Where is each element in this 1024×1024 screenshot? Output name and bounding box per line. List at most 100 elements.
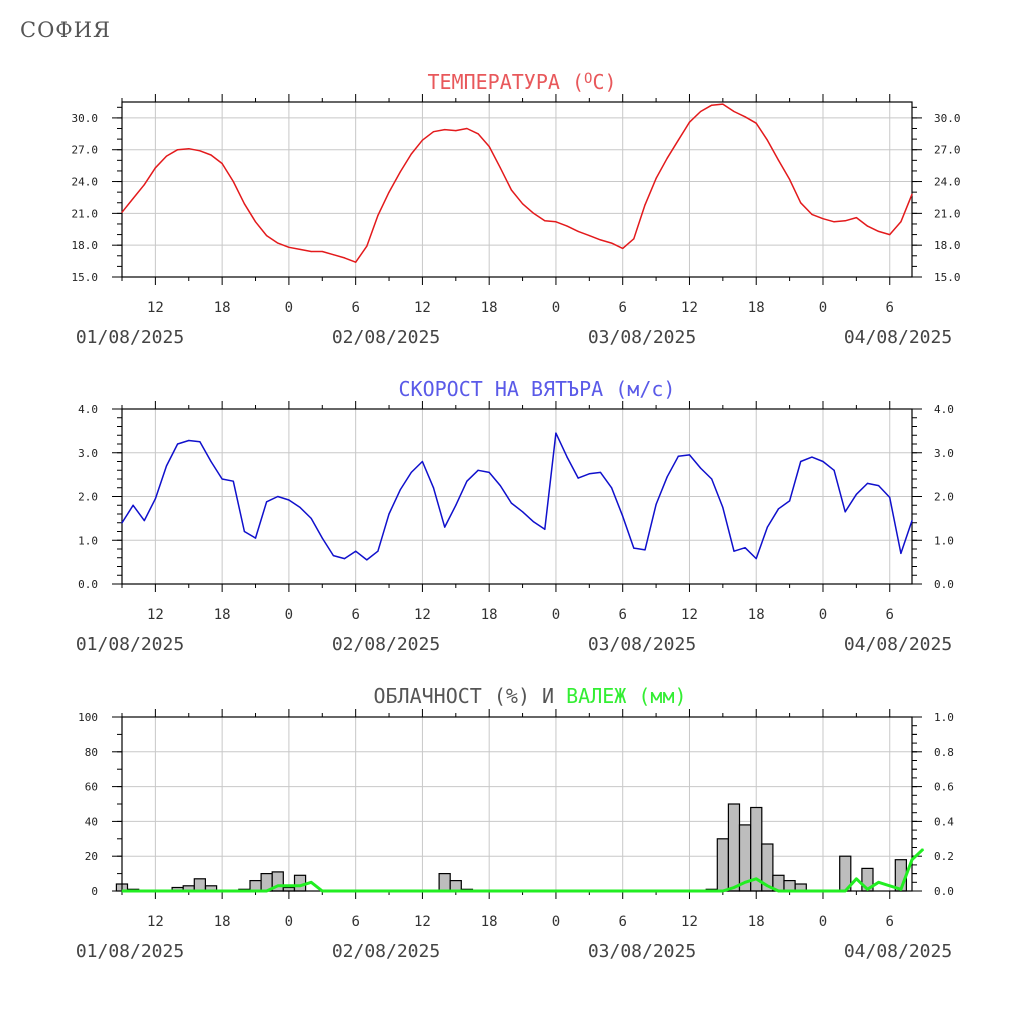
x-tick-label: 18 (748, 607, 765, 623)
precipitation-line-point (588, 890, 590, 892)
wind-speed-line-point (833, 469, 835, 471)
precipitation-line-point (388, 890, 390, 892)
temperature-line-point (488, 145, 490, 148)
y-tick-label-right: 27.0 (934, 144, 961, 157)
temperature-line-point (878, 230, 880, 232)
x-tick-label: 0 (552, 300, 560, 316)
temperature-line-point (577, 230, 579, 232)
temperature-line-point (444, 128, 446, 131)
wind-speed-line-point (521, 511, 524, 513)
wind-speed-line-point (444, 526, 446, 528)
temperature-line-point (243, 203, 245, 205)
y-tick-label-right: 0.2 (934, 850, 954, 863)
precipitation-line-point (432, 890, 435, 892)
wind-speed-line-point (188, 439, 190, 442)
precipitation-line-point (677, 890, 679, 892)
wind-speed-line-point (332, 554, 335, 557)
y-tick-label-left: 4.0 (78, 403, 98, 416)
x-tick-label: 18 (481, 607, 498, 623)
y-tick-label-right: 15.0 (934, 271, 961, 284)
precipitation-line-point (132, 890, 134, 892)
temperature-line-point (254, 221, 257, 223)
precipitation-line-point (444, 890, 446, 892)
precipitation-line-point (555, 890, 557, 892)
y-tick-label-left: 60 (85, 781, 98, 794)
temperature-line-point (432, 131, 435, 133)
precipitation-line-point (822, 890, 824, 892)
date-label: 01/08/2025 (76, 634, 184, 655)
wind-speed-line-point (655, 503, 657, 505)
temperature-line-point (366, 245, 368, 247)
wind-speed-line-point (878, 484, 880, 487)
y-tick-label-left: 18.0 (72, 239, 99, 252)
y-tick-label-right: 0.8 (934, 746, 954, 759)
wind-speed-line-point (677, 455, 679, 457)
x-tick-label: 0 (819, 607, 827, 623)
x-tick-label: 12 (681, 914, 698, 930)
temperature-line-point (755, 122, 757, 124)
wind-speed-line-point (477, 469, 479, 471)
date-label: 01/08/2025 (76, 941, 184, 962)
wind-speed-line-point (755, 558, 757, 560)
x-tick-label: 12 (681, 607, 698, 623)
temperature-line-point (855, 217, 857, 219)
cloudiness-bar (193, 878, 207, 892)
cloudiness-bar (783, 879, 796, 892)
y-tick-label-right: 24.0 (934, 176, 961, 189)
temperature-line-point (655, 177, 657, 179)
precipitation-line-point (421, 890, 424, 892)
wind-speed-line-point (277, 495, 279, 498)
precipitation-line-point (199, 890, 201, 892)
precipitation-line-point (711, 890, 713, 892)
temperature-line-point (388, 191, 390, 193)
temperature-line-point (633, 238, 635, 240)
wind-speed-line-point (143, 519, 145, 522)
temperature-line-point (844, 220, 846, 222)
cloudiness-bar (727, 803, 741, 892)
precipitation-line-point (811, 890, 813, 892)
plot-frame (121, 716, 913, 892)
precipitation-line-point (410, 890, 412, 892)
wind-speed-line-point (744, 547, 746, 549)
temperature-line-point (310, 250, 312, 253)
wind-speed-line-point (588, 473, 590, 475)
wind-speed-line-point (766, 526, 768, 528)
wind-speed-line-point (165, 465, 168, 467)
precipitation-line-point (121, 890, 123, 892)
wind-speed-line-point (499, 484, 501, 487)
precipitation-line-point (288, 885, 290, 887)
temperature-line-point (421, 139, 424, 141)
wind-speed-title: СКОРОСТ НА ВЯТЪРА (м/с) (399, 377, 676, 401)
precipitation-line-point (722, 890, 724, 892)
precipitation-line-point (800, 890, 802, 892)
temperature-line-point (588, 235, 590, 237)
precipitation-line-point (310, 881, 312, 883)
x-tick-label: 6 (618, 300, 626, 316)
wind-speed-line-point (466, 480, 468, 482)
wind-speed-line-point (633, 547, 635, 549)
wind-speed-line-point (800, 460, 802, 463)
x-tick-label: 0 (819, 300, 827, 316)
y-tick-label-right: 4.0 (934, 403, 954, 416)
wind-speed-line-point (510, 502, 513, 504)
x-tick-label: 12 (414, 914, 431, 930)
precipitation-line-point (744, 881, 746, 883)
date-label: 02/08/2025 (332, 327, 440, 348)
precipitation-line-point (855, 878, 857, 880)
temperature-line-point (722, 103, 724, 105)
temperature-line-point (711, 104, 713, 106)
precipitation-line-point (455, 890, 457, 892)
precipitation-line-point (488, 890, 490, 892)
wind-speed-line-point (377, 550, 379, 552)
temperature-line-point (766, 139, 768, 141)
wind-speed-line-point (855, 493, 857, 495)
wind-speed-line-point (121, 522, 123, 524)
x-tick-label: 12 (681, 300, 698, 316)
y-tick-label-left: 0 (91, 885, 98, 898)
temperature-line-point (132, 197, 134, 200)
y-tick-label-right: 18.0 (934, 239, 961, 252)
y-tick-label-right: 1.0 (934, 711, 954, 724)
temperature-line-point (455, 130, 457, 132)
x-tick-label: 6 (886, 607, 894, 623)
x-tick-label: 0 (552, 914, 560, 930)
